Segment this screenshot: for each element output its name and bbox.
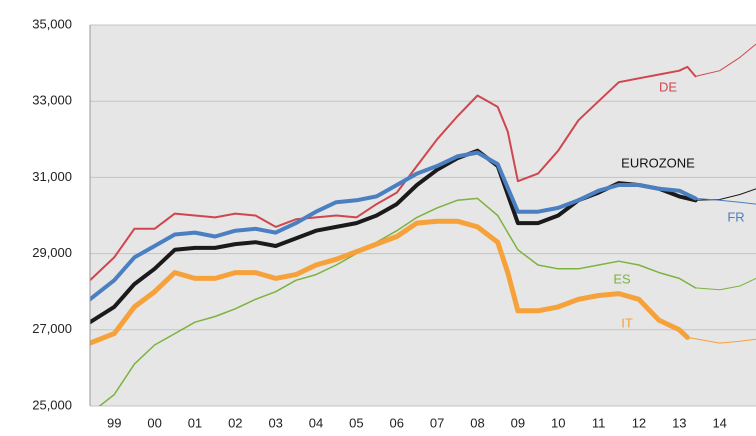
y-tick-label: 25,000: [32, 397, 72, 412]
series-line: [90, 150, 698, 302]
series-line: [90, 65, 697, 282]
series-line: [90, 218, 690, 346]
x-tick-label: 10: [551, 415, 565, 430]
series-label: EUROZONE: [621, 155, 695, 170]
x-tick-label: 04: [309, 415, 323, 430]
projection-line: [695, 277, 756, 291]
series-label: DE: [659, 79, 677, 94]
y-tick-label: 31,000: [32, 169, 72, 184]
y-tick-label: 33,000: [32, 93, 72, 108]
x-tick-label: 03: [268, 415, 282, 430]
y-tick-label: 27,000: [32, 321, 72, 336]
y-tick-label: 35,000: [32, 16, 72, 31]
projection-line: [695, 197, 756, 205]
x-tick-label: 07: [430, 415, 444, 430]
projection-line: [695, 43, 756, 77]
x-tick-label: 99: [107, 415, 121, 430]
x-tick-label: 11: [592, 415, 606, 430]
x-tick-label: 13: [672, 415, 686, 430]
x-tick-label: 14: [712, 415, 726, 430]
x-tick-label: 05: [349, 415, 363, 430]
x-tick-label: 06: [390, 415, 404, 430]
projection-line: [695, 188, 756, 201]
x-tick-label: 01: [188, 415, 202, 430]
x-tick-label: 02: [228, 415, 242, 430]
x-tick-label: 00: [147, 415, 161, 430]
x-tick-label: 08: [470, 415, 484, 430]
x-tick-label: 12: [632, 415, 646, 430]
series-label: ES: [613, 271, 631, 286]
x-tick-label: 09: [511, 415, 525, 430]
projection-line: [687, 336, 756, 344]
y-tick-label: 29,000: [32, 245, 72, 260]
labels: 25,000 27,000 29,000 31,000 33,000 35,000 99 00…: [32, 16, 744, 430]
lines: [90, 43, 756, 406]
series-line: [98, 197, 697, 406]
series-label: IT: [621, 315, 633, 330]
grid: [90, 24, 756, 407]
series-label: FR: [727, 209, 744, 224]
